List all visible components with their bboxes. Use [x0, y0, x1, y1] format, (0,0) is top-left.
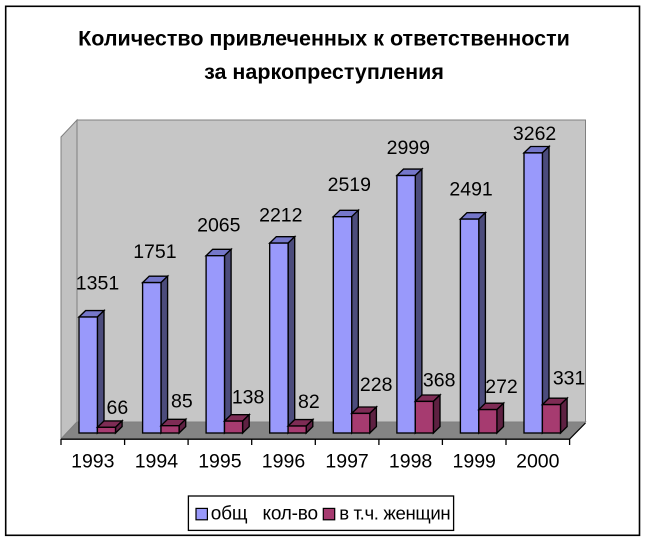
svg-text:138: 138	[232, 387, 265, 409]
svg-text:228: 228	[360, 374, 393, 396]
svg-text:1998: 1998	[389, 450, 432, 472]
svg-text:66: 66	[107, 397, 129, 419]
svg-text:2065: 2065	[197, 214, 241, 236]
svg-text:3262: 3262	[513, 123, 556, 145]
svg-text:82: 82	[298, 391, 320, 413]
svg-text:368: 368	[423, 369, 456, 391]
svg-text:общ кол-во: общ кол-во	[211, 503, 318, 524]
svg-text:1995: 1995	[198, 450, 242, 472]
svg-text:272: 272	[485, 376, 518, 398]
svg-text:1999: 1999	[453, 450, 496, 472]
svg-text:Количество привлеченных к отве: Количество привлеченных к ответственност…	[78, 27, 570, 51]
svg-text:1994: 1994	[135, 450, 179, 472]
svg-text:1996: 1996	[262, 450, 305, 472]
svg-text:2519: 2519	[328, 174, 371, 196]
svg-text:1997: 1997	[325, 450, 368, 472]
svg-text:331: 331	[553, 368, 586, 390]
svg-text:за наркопреступления: за наркопреступления	[204, 60, 444, 84]
svg-text:2000: 2000	[516, 450, 560, 472]
svg-text:2999: 2999	[387, 137, 430, 159]
svg-text:1351: 1351	[76, 272, 119, 294]
svg-text:85: 85	[171, 390, 193, 412]
svg-text:1751: 1751	[133, 241, 176, 263]
svg-text:2212: 2212	[259, 205, 302, 227]
svg-text:2491: 2491	[449, 179, 492, 201]
svg-text:1993: 1993	[71, 450, 114, 472]
svg-text:в т.ч. женщин: в т.ч. женщин	[339, 502, 450, 523]
